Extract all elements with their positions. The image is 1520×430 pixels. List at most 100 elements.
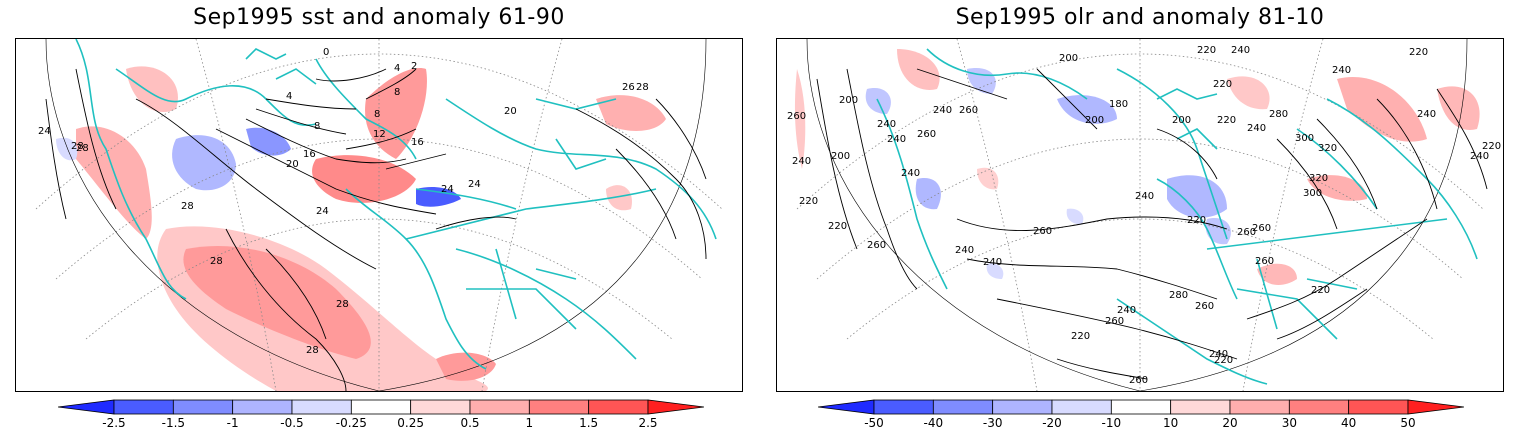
contour-label: 8: [394, 87, 400, 98]
right-anomaly-positive: [794, 49, 1480, 285]
right-anomaly-negative: [865, 68, 1231, 279]
left-contours: [45, 68, 707, 391]
right-colorbar-tick-label: -30: [983, 416, 1003, 430]
left-colorbar-tick-label: -2.5: [102, 416, 125, 430]
right-colorbar-tick-label: -20: [1042, 416, 1062, 430]
contour-label: 260: [1252, 223, 1271, 234]
contour-label: 12: [373, 129, 386, 140]
right-colorbar-segment: [992, 399, 1053, 415]
left-colorbar-segment: [528, 399, 590, 415]
right-colorbar-tick-label: 20: [1222, 416, 1237, 430]
contour-label: 260: [1237, 227, 1256, 238]
right-colorbar-tick-label: -40: [924, 416, 944, 430]
contour-label: 180: [1109, 99, 1128, 110]
left-colorbar-tick-label: 2.5: [638, 416, 657, 430]
right-map-canvas: 200 200 180 200 240 220 240 280 240 220 …: [787, 39, 1501, 391]
contour-label: 4: [286, 91, 292, 102]
left-map-title: Sep1995 sst and anomaly 61-90: [193, 5, 565, 30]
right-colorbar-arrow-low: [818, 399, 875, 415]
contour-label: 200: [839, 95, 858, 106]
left-anomaly-negative: [56, 127, 461, 207]
left-colorbar-tick-label: 1: [526, 416, 534, 430]
contour-label: 260: [1033, 226, 1052, 237]
contour-label: 240: [901, 168, 920, 179]
left-colorbar-tick-label: -0.25: [336, 416, 367, 430]
contour-label: 220: [1217, 115, 1236, 126]
contour-label: 260: [787, 111, 806, 122]
contour-label: 200: [831, 151, 850, 162]
right-colorbar-segment: [932, 399, 994, 415]
contour-label: 240: [792, 156, 811, 167]
contour-label: 260: [1105, 316, 1124, 327]
contour-label: 260: [1255, 256, 1274, 267]
left-colorbar-arrow-high: [647, 399, 704, 415]
right-colorbar-segment: [873, 399, 934, 415]
contour-label: 240: [983, 257, 1002, 268]
contour-label: 20: [286, 159, 299, 170]
contour-label: 8: [374, 109, 380, 120]
left-domain-edge: [45, 39, 707, 391]
contour-label: 8: [314, 121, 320, 132]
contour-label: 200: [1085, 115, 1104, 126]
left-colorbar-segment: [291, 399, 352, 415]
contour-label: 26: [622, 82, 635, 93]
right-map-title: Sep1995 olr and anomaly 81-10: [955, 5, 1325, 30]
left-colorbar-segment: [350, 399, 412, 415]
contour-label: 28: [76, 143, 89, 154]
right-colorbar-tick-label: -10: [1102, 416, 1122, 430]
contour-label: 240: [1231, 45, 1250, 56]
contour-label: 240: [955, 245, 974, 256]
contour-label: 260: [917, 129, 936, 140]
contour-label: 260: [1195, 301, 1214, 312]
right-colorbar-svg: -50 -40 -30 -20 -10 10 20 30 40 50: [818, 399, 1464, 430]
contour-label: 220: [1187, 215, 1206, 226]
contour-label: 20: [504, 106, 517, 117]
right-colorbar-tick-label: 10: [1163, 416, 1178, 430]
contour-label: 24: [316, 206, 329, 217]
left-map: 24 28 28 20 16 12 8 8 4 4 2 0 20 24 24 1…: [15, 38, 743, 392]
contour-label: 240: [1417, 109, 1436, 120]
contour-label: 220: [1213, 79, 1232, 90]
left-colorbar-tick-label: 0.5: [460, 416, 479, 430]
contour-label: 220: [1482, 141, 1501, 152]
contour-label: 200: [1059, 53, 1078, 64]
left-colorbar-tick-label: -0.5: [280, 416, 303, 430]
right-colorbar: -50 -40 -30 -20 -10 10 20 30 40 50: [818, 398, 1464, 430]
left-colorbar-tick-label: 0.25: [397, 416, 424, 430]
right-colorbar-segment: [1348, 399, 1409, 415]
contour-label: 0: [323, 47, 329, 58]
right-colorbar-segment: [1170, 399, 1231, 415]
contour-label: 28: [336, 299, 349, 310]
left-colorbar-segment: [172, 399, 234, 415]
contour-label: 220: [1071, 331, 1090, 342]
contour-label: 280: [1169, 290, 1188, 301]
contour-label: 28: [210, 256, 223, 267]
left-colorbar: -2.5 -1.5 -1 -0.5 -0.25 0.25 0.5 1 1.5 2.5: [58, 398, 704, 430]
contour-label: 240: [877, 119, 896, 130]
left-anomaly-positive: [76, 66, 666, 391]
right-colorbar-segment: [1110, 399, 1172, 415]
contour-label: 16: [411, 137, 424, 148]
contour-label: 24: [441, 184, 454, 195]
right-colorbar-segment: [1229, 399, 1290, 415]
contour-label: 200: [1172, 115, 1191, 126]
right-map: 200 200 180 200 240 220 240 280 240 220 …: [776, 38, 1504, 392]
contour-label: 260: [959, 105, 978, 116]
contour-label: 320: [1318, 143, 1337, 154]
left-colorbar-tick-label: 1.5: [579, 416, 598, 430]
left-colorbar-segment: [588, 399, 649, 415]
right-contours: [816, 68, 1488, 380]
left-contour-labels: 24 28 28 20 16 12 8 8 4 4 2 0 20 24 24 1…: [38, 47, 649, 356]
left-colorbar-segment: [410, 399, 471, 415]
contour-label: 220: [1197, 45, 1216, 56]
contour-label: 24: [468, 179, 481, 190]
right-coastlines: [876, 48, 1478, 385]
right-colorbar-tick-label: 50: [1400, 416, 1415, 430]
contour-label: 220: [1214, 355, 1233, 366]
contour-label: 320: [1309, 173, 1328, 184]
contour-label: 240: [933, 105, 952, 116]
right-colorbar-tick-label: 30: [1282, 416, 1297, 430]
left-map-canvas: 24 28 28 20 16 12 8 8 4 4 2 0 20 24 24 1…: [35, 39, 723, 391]
left-coastlines: [75, 39, 717, 370]
contour-label: 220: [1311, 285, 1330, 296]
